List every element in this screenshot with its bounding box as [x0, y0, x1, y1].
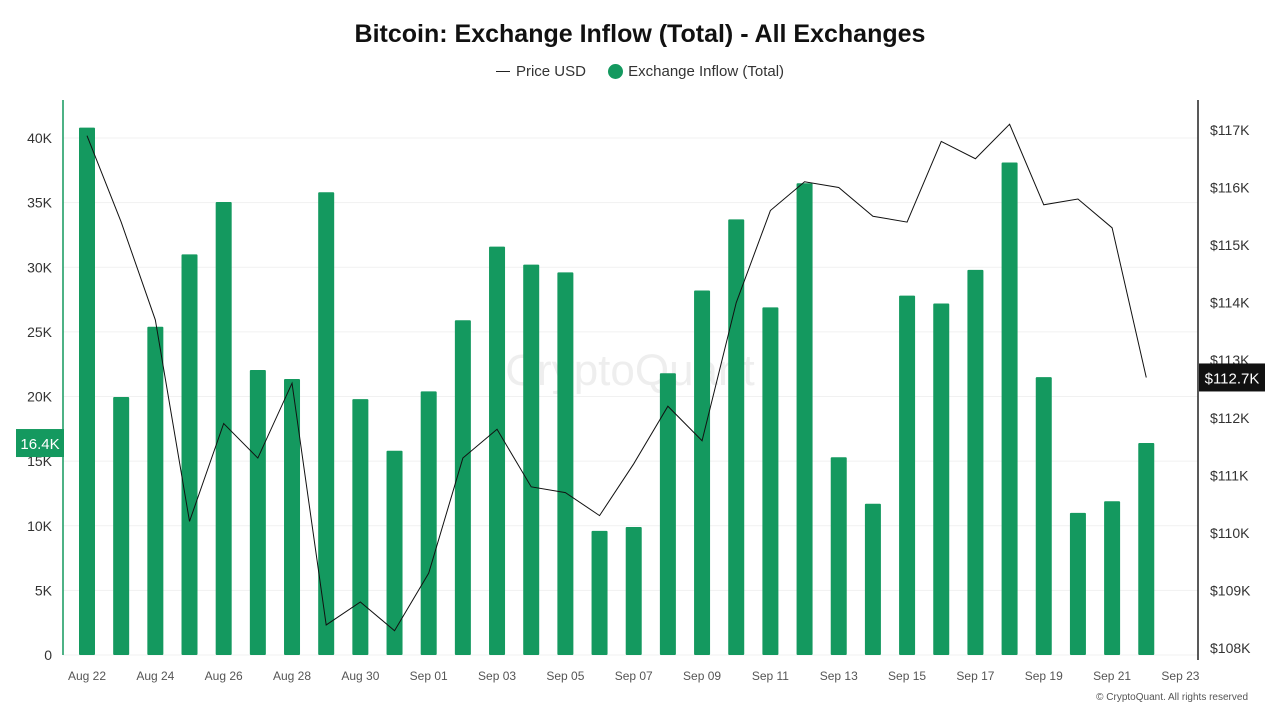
last-price-badge [1199, 363, 1265, 392]
x-tick: Sep 05 [546, 669, 584, 683]
watermark: CryptoQuant [505, 346, 754, 395]
bar-sep-20 [1069, 512, 1086, 655]
x-tick: Aug 22 [68, 669, 106, 683]
y-left-tick: 0 [44, 647, 52, 663]
legend-line-swatch [495, 70, 510, 72]
y-right-tick: $110K [1210, 525, 1250, 541]
x-tick: Sep 19 [1025, 669, 1063, 683]
legend: Price USD Exchange Inflow (Total) [0, 62, 1280, 80]
bar-aug-30 [352, 399, 369, 655]
bar-aug-27 [249, 370, 266, 655]
bar-sep-01 [420, 391, 437, 655]
copyright: © CryptoQuant. All rights reserved [1096, 692, 1248, 703]
y-right-tick: $117K [1210, 122, 1250, 138]
x-tick: Aug 30 [341, 669, 379, 683]
y-left-tick: 25K [27, 324, 53, 340]
y-left-tick: 40K [27, 130, 53, 146]
bar-sep-05 [557, 272, 574, 655]
x-tick: Sep 07 [615, 669, 653, 683]
bar-aug-29 [318, 192, 335, 655]
price-line [86, 123, 1147, 632]
x-tick: Aug 26 [205, 669, 243, 683]
bar-sep-03 [489, 246, 506, 655]
y-left-tick: 15K [27, 453, 53, 469]
x-tick: Aug 28 [273, 669, 311, 683]
y-right-tick: $108K [1210, 640, 1251, 656]
bar-aug-24 [147, 326, 164, 655]
legend-inflow[interactable]: Exchange Inflow (Total) [628, 62, 785, 80]
bar-aug-31 [386, 450, 403, 655]
x-tick: Sep 01 [410, 669, 448, 683]
last-inflow-label: 16.4K [20, 436, 59, 453]
bar-aug-26 [215, 201, 232, 655]
bar-sep-13 [830, 457, 847, 655]
y-right-tick: $116K [1210, 180, 1250, 196]
y-left-tick: 5K [35, 582, 53, 598]
bar-sep-09 [694, 290, 711, 655]
bar-sep-06 [591, 530, 608, 655]
bar-sep-08 [659, 373, 676, 655]
x-tick: Aug 24 [136, 669, 174, 683]
bar-aug-22 [79, 127, 95, 655]
bar-sep-07 [625, 527, 642, 655]
bar-sep-21 [1104, 501, 1121, 655]
bar-aug-28 [284, 379, 301, 655]
x-tick: Sep 17 [956, 669, 994, 683]
x-tick: Sep 09 [683, 669, 721, 683]
y-right-tick: $112K [1210, 410, 1250, 426]
y-right-tick: $109K [1210, 582, 1251, 598]
bar-sep-22 [1138, 443, 1155, 655]
y-right-tick: $114K [1210, 295, 1250, 311]
legend-bar-swatch [608, 63, 624, 79]
chart-title: Bitcoin: Exchange Inflow (Total) - All E… [354, 20, 926, 48]
x-tick: Sep 11 [752, 669, 789, 683]
x-tick: Sep 15 [888, 669, 926, 683]
bar-aug-25 [181, 254, 198, 655]
bar-sep-17 [967, 269, 984, 655]
bar-aug-23 [113, 397, 130, 655]
x-tick: Sep 13 [820, 669, 858, 683]
bar-sep-12 [796, 183, 813, 656]
bar-sep-11 [762, 307, 779, 655]
y-left-tick: 35K [27, 195, 53, 211]
legend-price[interactable]: Price USD [515, 62, 586, 80]
y-left-tick: 30K [27, 259, 53, 275]
y-right-tick: $111K [1210, 467, 1249, 483]
x-tick: Sep 21 [1093, 669, 1131, 683]
bar-sep-14 [864, 503, 881, 655]
bar-sep-16 [933, 303, 950, 655]
bar-sep-18 [1001, 162, 1018, 655]
last-inflow-badge [16, 429, 64, 458]
x-tick: Sep 03 [478, 669, 516, 683]
bar-sep-02 [454, 320, 471, 655]
y-left-tick: 20K [27, 389, 53, 405]
last-price-label: $112.7K [1205, 370, 1260, 387]
bar-sep-10 [728, 219, 745, 656]
y-right-tick: $115K [1210, 237, 1250, 253]
bar-sep-15 [899, 295, 916, 655]
y-left-tick: 10K [27, 518, 53, 534]
bar-sep-19 [1035, 377, 1052, 655]
bar-sep-04 [523, 264, 540, 655]
x-tick: Sep 23 [1161, 669, 1199, 683]
